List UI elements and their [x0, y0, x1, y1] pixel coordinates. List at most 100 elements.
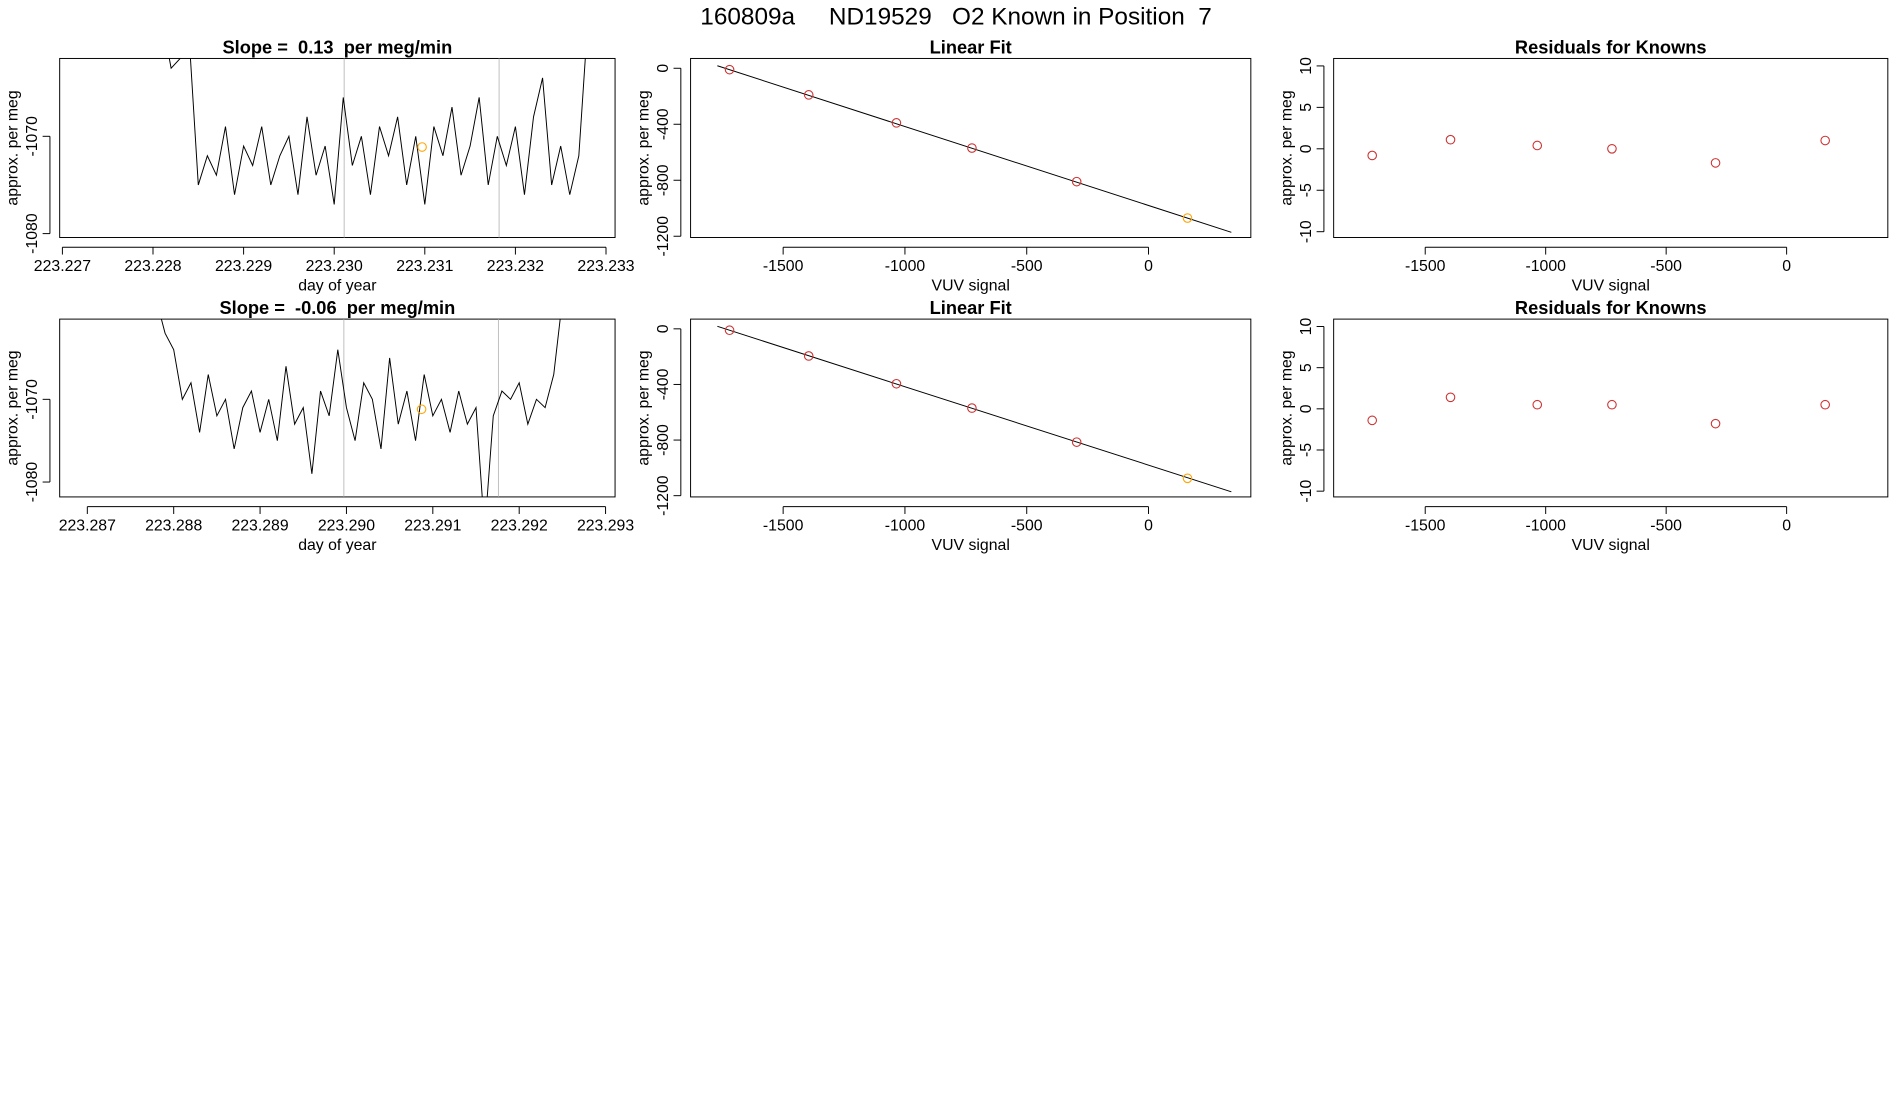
- panel-title: Residuals for Knowns: [1515, 297, 1707, 318]
- point: [1532, 399, 1543, 410]
- y-tick-label: -1200: [655, 475, 672, 516]
- point: [1367, 415, 1378, 426]
- plot-box: [690, 57, 1252, 238]
- x-tick-label: -500: [1011, 517, 1043, 534]
- point: [1367, 150, 1378, 161]
- point: [803, 90, 814, 100]
- y-tick-label: 0: [1298, 404, 1315, 413]
- x-tick-label: -1000: [885, 258, 926, 275]
- plot-area: [717, 64, 1232, 233]
- point: [1607, 399, 1617, 410]
- x-tick-label: 223.290: [318, 517, 375, 534]
- plot-area: [160, 319, 561, 497]
- y-tick-label: -1080: [24, 462, 41, 503]
- plot-box: [59, 57, 616, 238]
- x-tick-label: 223.230: [306, 258, 363, 275]
- x-axis-label: VUV signal: [1572, 277, 1650, 294]
- plot-area: [168, 58, 586, 238]
- x-tick-label: 223.229: [215, 258, 272, 275]
- x-tick-label: 223.291: [404, 517, 461, 534]
- y-axis-label: approx. per meg: [5, 350, 22, 465]
- panel-title: Residuals for Knowns: [1515, 37, 1707, 58]
- point: [724, 64, 735, 75]
- x-tick-label: -500: [1650, 517, 1682, 534]
- point: [1182, 473, 1193, 484]
- point: [1710, 418, 1721, 429]
- x-tick-label: -1000: [1525, 258, 1566, 275]
- x-tick-label: 223.292: [491, 517, 548, 534]
- point: [1445, 392, 1456, 403]
- x-axis-label: day of year: [298, 277, 377, 294]
- panel: Linear Fit VUV signal approx. per meg -1500…: [635, 297, 1252, 554]
- point: [967, 143, 977, 153]
- plot-box: [1333, 57, 1889, 238]
- y-axis-label: approx. per meg: [635, 90, 652, 205]
- point: [724, 325, 735, 336]
- y-axis-label: approx. per meg: [1279, 90, 1296, 205]
- x-tick-label: 223.232: [487, 258, 544, 275]
- y-axis-label: approx. per meg: [635, 350, 652, 465]
- figure-content: 160809a ND19529 O2 Known in Position 7 S…: [5, 4, 1889, 554]
- panel: Residuals for Knowns VUV signal approx. pe…: [1279, 297, 1889, 554]
- y-tick-label: -1070: [24, 379, 41, 420]
- point: [1710, 158, 1721, 168]
- point: [1445, 134, 1456, 145]
- y-tick-label: -400: [655, 368, 672, 400]
- fit-line: [717, 325, 1232, 493]
- point: [1820, 135, 1830, 146]
- x-tick-label: -1500: [763, 517, 804, 534]
- y-axis-label: approx. per meg: [1279, 350, 1296, 465]
- point: [891, 118, 902, 128]
- y-tick-label: -5: [1298, 183, 1315, 197]
- y-tick-label: 5: [1298, 103, 1315, 112]
- y-tick-label: -5: [1298, 443, 1315, 457]
- point: [891, 378, 902, 389]
- y-tick-label: 10: [1298, 318, 1315, 336]
- x-tick-label: 223.228: [124, 258, 181, 275]
- y-tick-label: -400: [655, 108, 672, 140]
- plot-area: [1367, 134, 1830, 168]
- x-tick-label: 223.231: [396, 258, 453, 275]
- point: [1071, 176, 1082, 187]
- highlight-point: [416, 404, 427, 415]
- plot-box: [59, 318, 616, 498]
- y-tick-label: -1200: [655, 216, 672, 257]
- panel-title: Linear Fit: [930, 297, 1012, 318]
- x-tick-label: 223.233: [577, 258, 634, 275]
- x-axis-label: VUV signal: [1572, 537, 1650, 554]
- plot-area: [1367, 392, 1830, 429]
- highlight-point: [417, 142, 427, 152]
- x-tick-label: -1500: [1405, 517, 1446, 534]
- y-tick-label: 10: [1298, 57, 1315, 75]
- panel-title: Slope = -0.06 per meg/min: [219, 297, 455, 318]
- plot-box: [690, 318, 1252, 498]
- y-tick-label: -800: [655, 424, 672, 456]
- panel: Residuals for Knowns VUV signal approx. pe…: [1279, 37, 1889, 294]
- plot-box: [1333, 318, 1889, 498]
- x-tick-label: -1500: [1405, 258, 1446, 275]
- point: [1182, 213, 1193, 223]
- y-axis-label: approx. per meg: [5, 90, 22, 205]
- panel: Slope = -0.06 per meg/min day of year appr…: [5, 297, 635, 554]
- x-tick-label: 223.287: [59, 517, 116, 534]
- x-tick-label: -1000: [885, 517, 926, 534]
- y-tick-label: 0: [1298, 144, 1315, 153]
- y-tick-label: -10: [1298, 220, 1315, 243]
- point: [803, 351, 814, 361]
- x-axis-label: VUV signal: [932, 537, 1010, 554]
- fit-line: [717, 65, 1232, 233]
- x-tick-label: -500: [1650, 258, 1682, 275]
- y-tick-label: -10: [1298, 480, 1315, 503]
- data-line: [160, 319, 561, 497]
- x-tick-label: 223.227: [34, 258, 91, 275]
- y-tick-label: -1070: [24, 116, 41, 157]
- x-tick-label: 0: [1144, 258, 1153, 275]
- point: [967, 403, 977, 413]
- point: [1607, 143, 1617, 154]
- x-axis-label: day of year: [298, 537, 377, 554]
- y-tick-label: -800: [655, 164, 672, 196]
- x-tick-label: 223.289: [231, 517, 288, 534]
- x-tick-label: -1500: [763, 258, 804, 275]
